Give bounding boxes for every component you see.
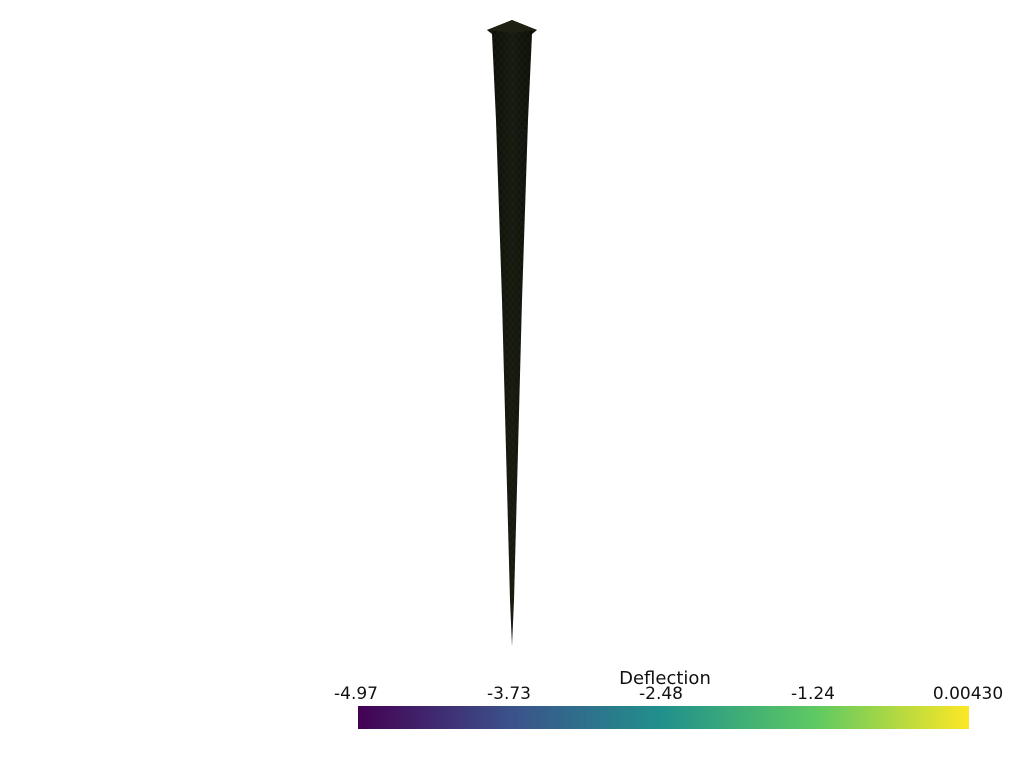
scalar-bar-title: Deflection (619, 668, 711, 689)
beam-top-cap (487, 20, 537, 33)
scalar-bar-tick-label: -1.24 (791, 684, 835, 704)
scalar-bar-tick-label: -3.73 (487, 684, 531, 704)
scalar-bar-tick-label: 0.00430 (932, 684, 1004, 704)
scalar-bar-gradient (358, 706, 969, 729)
beam-mesh-lines (487, 20, 537, 646)
scalar-bar-tick-label: -4.97 (334, 684, 378, 704)
scalar-bar-tick-label: -2.48 (639, 684, 683, 704)
